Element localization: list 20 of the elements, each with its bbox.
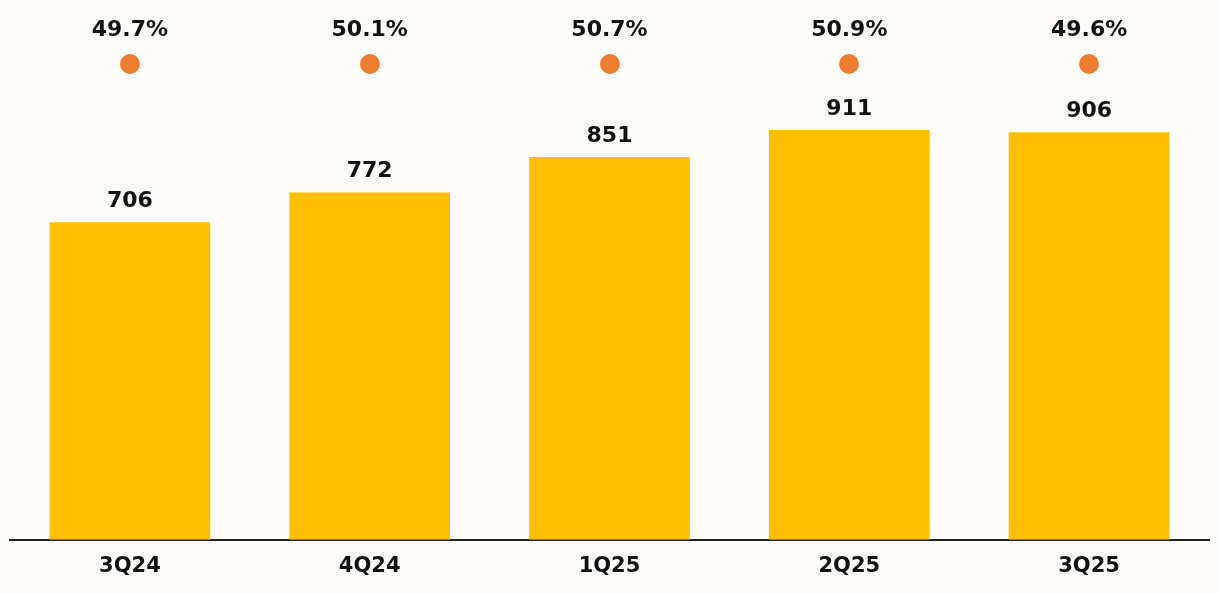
bar — [49, 222, 211, 540]
x-tick-label: 4Q24 — [338, 552, 401, 577]
data-label: 772 — [346, 157, 393, 183]
text: 50.7% — [571, 15, 648, 41]
bar — [289, 192, 451, 540]
x-tick-label: 3Q24 — [99, 552, 161, 577]
data-label: 906 — [1066, 96, 1113, 122]
text: 49.7% — [91, 15, 169, 41]
text: 49.6% — [1050, 15, 1128, 41]
x-tick-label: 3Q25 — [1058, 552, 1120, 577]
data-label: 851 — [586, 121, 633, 147]
text: 50.1% — [331, 15, 408, 41]
data-label: 911 — [826, 94, 873, 120]
bar — [529, 156, 690, 540]
text: 50.9% — [811, 15, 888, 41]
x-tick-label: 2Q25 — [818, 552, 881, 577]
bar — [1008, 132, 1170, 540]
x-tick-label: 1Q25 — [578, 552, 641, 577]
bar — [768, 130, 930, 540]
data-label: 706 — [106, 186, 153, 212]
